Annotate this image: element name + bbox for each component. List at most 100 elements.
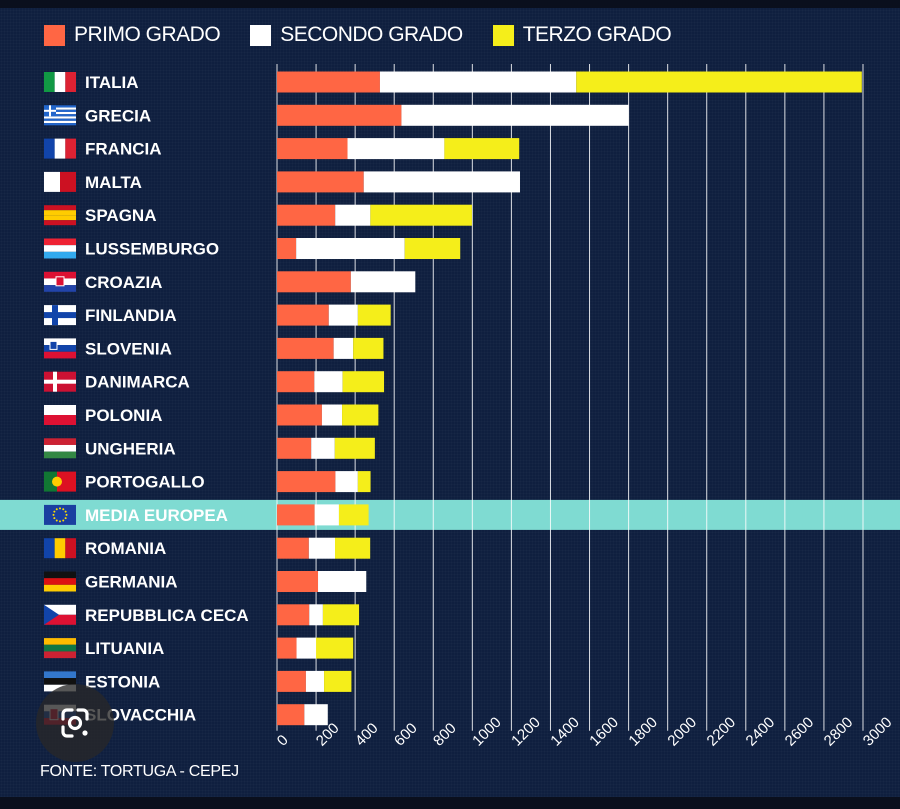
flag-cross bbox=[44, 312, 76, 319]
flag-stripe bbox=[44, 120, 76, 124]
flag-it-icon bbox=[44, 72, 76, 92]
bottom-border bbox=[0, 797, 900, 809]
bar-segment-secondo bbox=[350, 271, 416, 293]
category-label: PORTOGALLO bbox=[85, 473, 205, 492]
flag-star bbox=[64, 517, 67, 520]
category-label: SLOVENIA bbox=[85, 339, 172, 358]
flag-stripe bbox=[44, 220, 76, 226]
flag-stripe bbox=[44, 109, 76, 112]
x-tick-label: 2600 bbox=[782, 714, 818, 750]
bar-segment-terzo bbox=[342, 404, 379, 426]
flag-stripe bbox=[44, 644, 76, 652]
category-label: CROAZIA bbox=[85, 273, 162, 292]
flag-stripe bbox=[44, 671, 76, 679]
legend-item-primo: PRIMO GRADO bbox=[44, 23, 221, 47]
highlight-layer bbox=[0, 499, 900, 530]
bar-segment-primo bbox=[277, 504, 315, 526]
x-tick-label: 0 bbox=[274, 732, 292, 750]
flag-triangle bbox=[44, 604, 59, 625]
bar-segment-primo bbox=[277, 371, 315, 393]
bar-segment-secondo bbox=[321, 404, 343, 426]
bar-segment-terzo bbox=[324, 670, 352, 692]
flag-stripe bbox=[44, 251, 76, 259]
bar-segment-secondo bbox=[379, 71, 577, 93]
flag-stripe bbox=[44, 123, 76, 126]
flag-stripe bbox=[44, 285, 76, 292]
flag-stripe bbox=[44, 538, 55, 559]
flag-stripe bbox=[54, 138, 66, 159]
x-tick-label: 1600 bbox=[586, 714, 622, 750]
flag-fr-icon bbox=[44, 138, 76, 159]
bar-segment-primo bbox=[277, 204, 336, 226]
flag-star bbox=[65, 513, 68, 516]
flag-stripe bbox=[54, 72, 66, 92]
bar-segment-secondo bbox=[335, 204, 371, 226]
bar-segment-secondo bbox=[314, 371, 343, 393]
flag-stripe bbox=[44, 210, 76, 216]
category-label: FINLANDIA bbox=[85, 306, 177, 325]
flag-ro-icon bbox=[44, 538, 76, 559]
legend-label-secondo: SECONDO GRADO bbox=[280, 23, 463, 46]
bar-segment-primo bbox=[277, 138, 348, 160]
category-label: LITUANIA bbox=[85, 639, 164, 658]
bar-segment-secondo bbox=[296, 238, 405, 259]
flag-stripe bbox=[44, 578, 76, 585]
flag-stripe bbox=[44, 116, 76, 119]
flag-fi-icon bbox=[44, 305, 76, 326]
bar-segment-primo bbox=[277, 537, 309, 559]
x-tick-label: 2200 bbox=[704, 714, 740, 750]
flag-lu-icon bbox=[44, 238, 76, 259]
highlight-band bbox=[0, 499, 900, 530]
legend: PRIMO GRADO SECONDO GRADO TERZO GRADO bbox=[44, 22, 701, 48]
bar-segment-primo bbox=[277, 471, 336, 493]
flag-cross bbox=[44, 379, 76, 384]
bar-segment-secondo bbox=[328, 304, 358, 326]
flag-de-icon bbox=[44, 571, 76, 592]
flag-stripe bbox=[44, 205, 76, 211]
category-label: GERMANIA bbox=[85, 573, 178, 592]
bar-segment-terzo bbox=[353, 337, 384, 359]
bar-segment-primo bbox=[277, 637, 297, 659]
bar-segment-secondo bbox=[311, 437, 335, 459]
flag-star bbox=[53, 510, 56, 513]
google-lens-button[interactable] bbox=[36, 684, 114, 762]
legend-item-terzo: TERZO GRADO bbox=[492, 23, 672, 47]
flag-stripe bbox=[44, 238, 76, 246]
flag-stripe bbox=[44, 171, 60, 192]
category-label: GRECIA bbox=[85, 106, 151, 125]
bar-segment-secondo bbox=[335, 471, 358, 493]
flag-stripe bbox=[44, 345, 76, 352]
bar-segment-secondo bbox=[333, 337, 354, 359]
category-label: UNGHERIA bbox=[85, 439, 176, 458]
category-label: MALTA bbox=[85, 173, 142, 192]
bar-segment-primo bbox=[277, 304, 329, 326]
flag-star bbox=[62, 519, 65, 522]
bar-segment-secondo bbox=[318, 571, 367, 592]
flag-stripe bbox=[44, 604, 76, 615]
flag-pl-icon bbox=[44, 405, 76, 425]
x-tick-label: 2000 bbox=[664, 714, 700, 750]
bar-segment-terzo bbox=[342, 371, 385, 393]
flag-stripe bbox=[44, 444, 76, 452]
legend-item-secondo: SECONDO GRADO bbox=[250, 23, 463, 47]
category-label: POLONIA bbox=[85, 406, 162, 425]
flag-stripe bbox=[44, 111, 76, 115]
bar-segment-primo bbox=[277, 404, 322, 426]
bar-segment-primo bbox=[277, 670, 306, 692]
x-tick-label: 1200 bbox=[508, 714, 544, 750]
x-tick-label: 400 bbox=[352, 720, 382, 750]
flag-stripe bbox=[60, 171, 76, 192]
x-tick-label: 2800 bbox=[821, 714, 857, 750]
flag-stripe bbox=[44, 245, 76, 252]
bar-segment-secondo bbox=[304, 704, 328, 726]
flag-star bbox=[52, 513, 55, 516]
flag-stripe bbox=[44, 105, 76, 108]
flag-stripe bbox=[44, 471, 57, 492]
legend-label-primo: PRIMO GRADO bbox=[74, 23, 221, 46]
x-tick-label: 3000 bbox=[860, 714, 896, 750]
flag-es-icon bbox=[44, 205, 76, 226]
x-tick-label: 800 bbox=[430, 720, 460, 750]
category-label: LUSSEMBURGO bbox=[85, 240, 219, 259]
flag-star bbox=[53, 517, 56, 520]
